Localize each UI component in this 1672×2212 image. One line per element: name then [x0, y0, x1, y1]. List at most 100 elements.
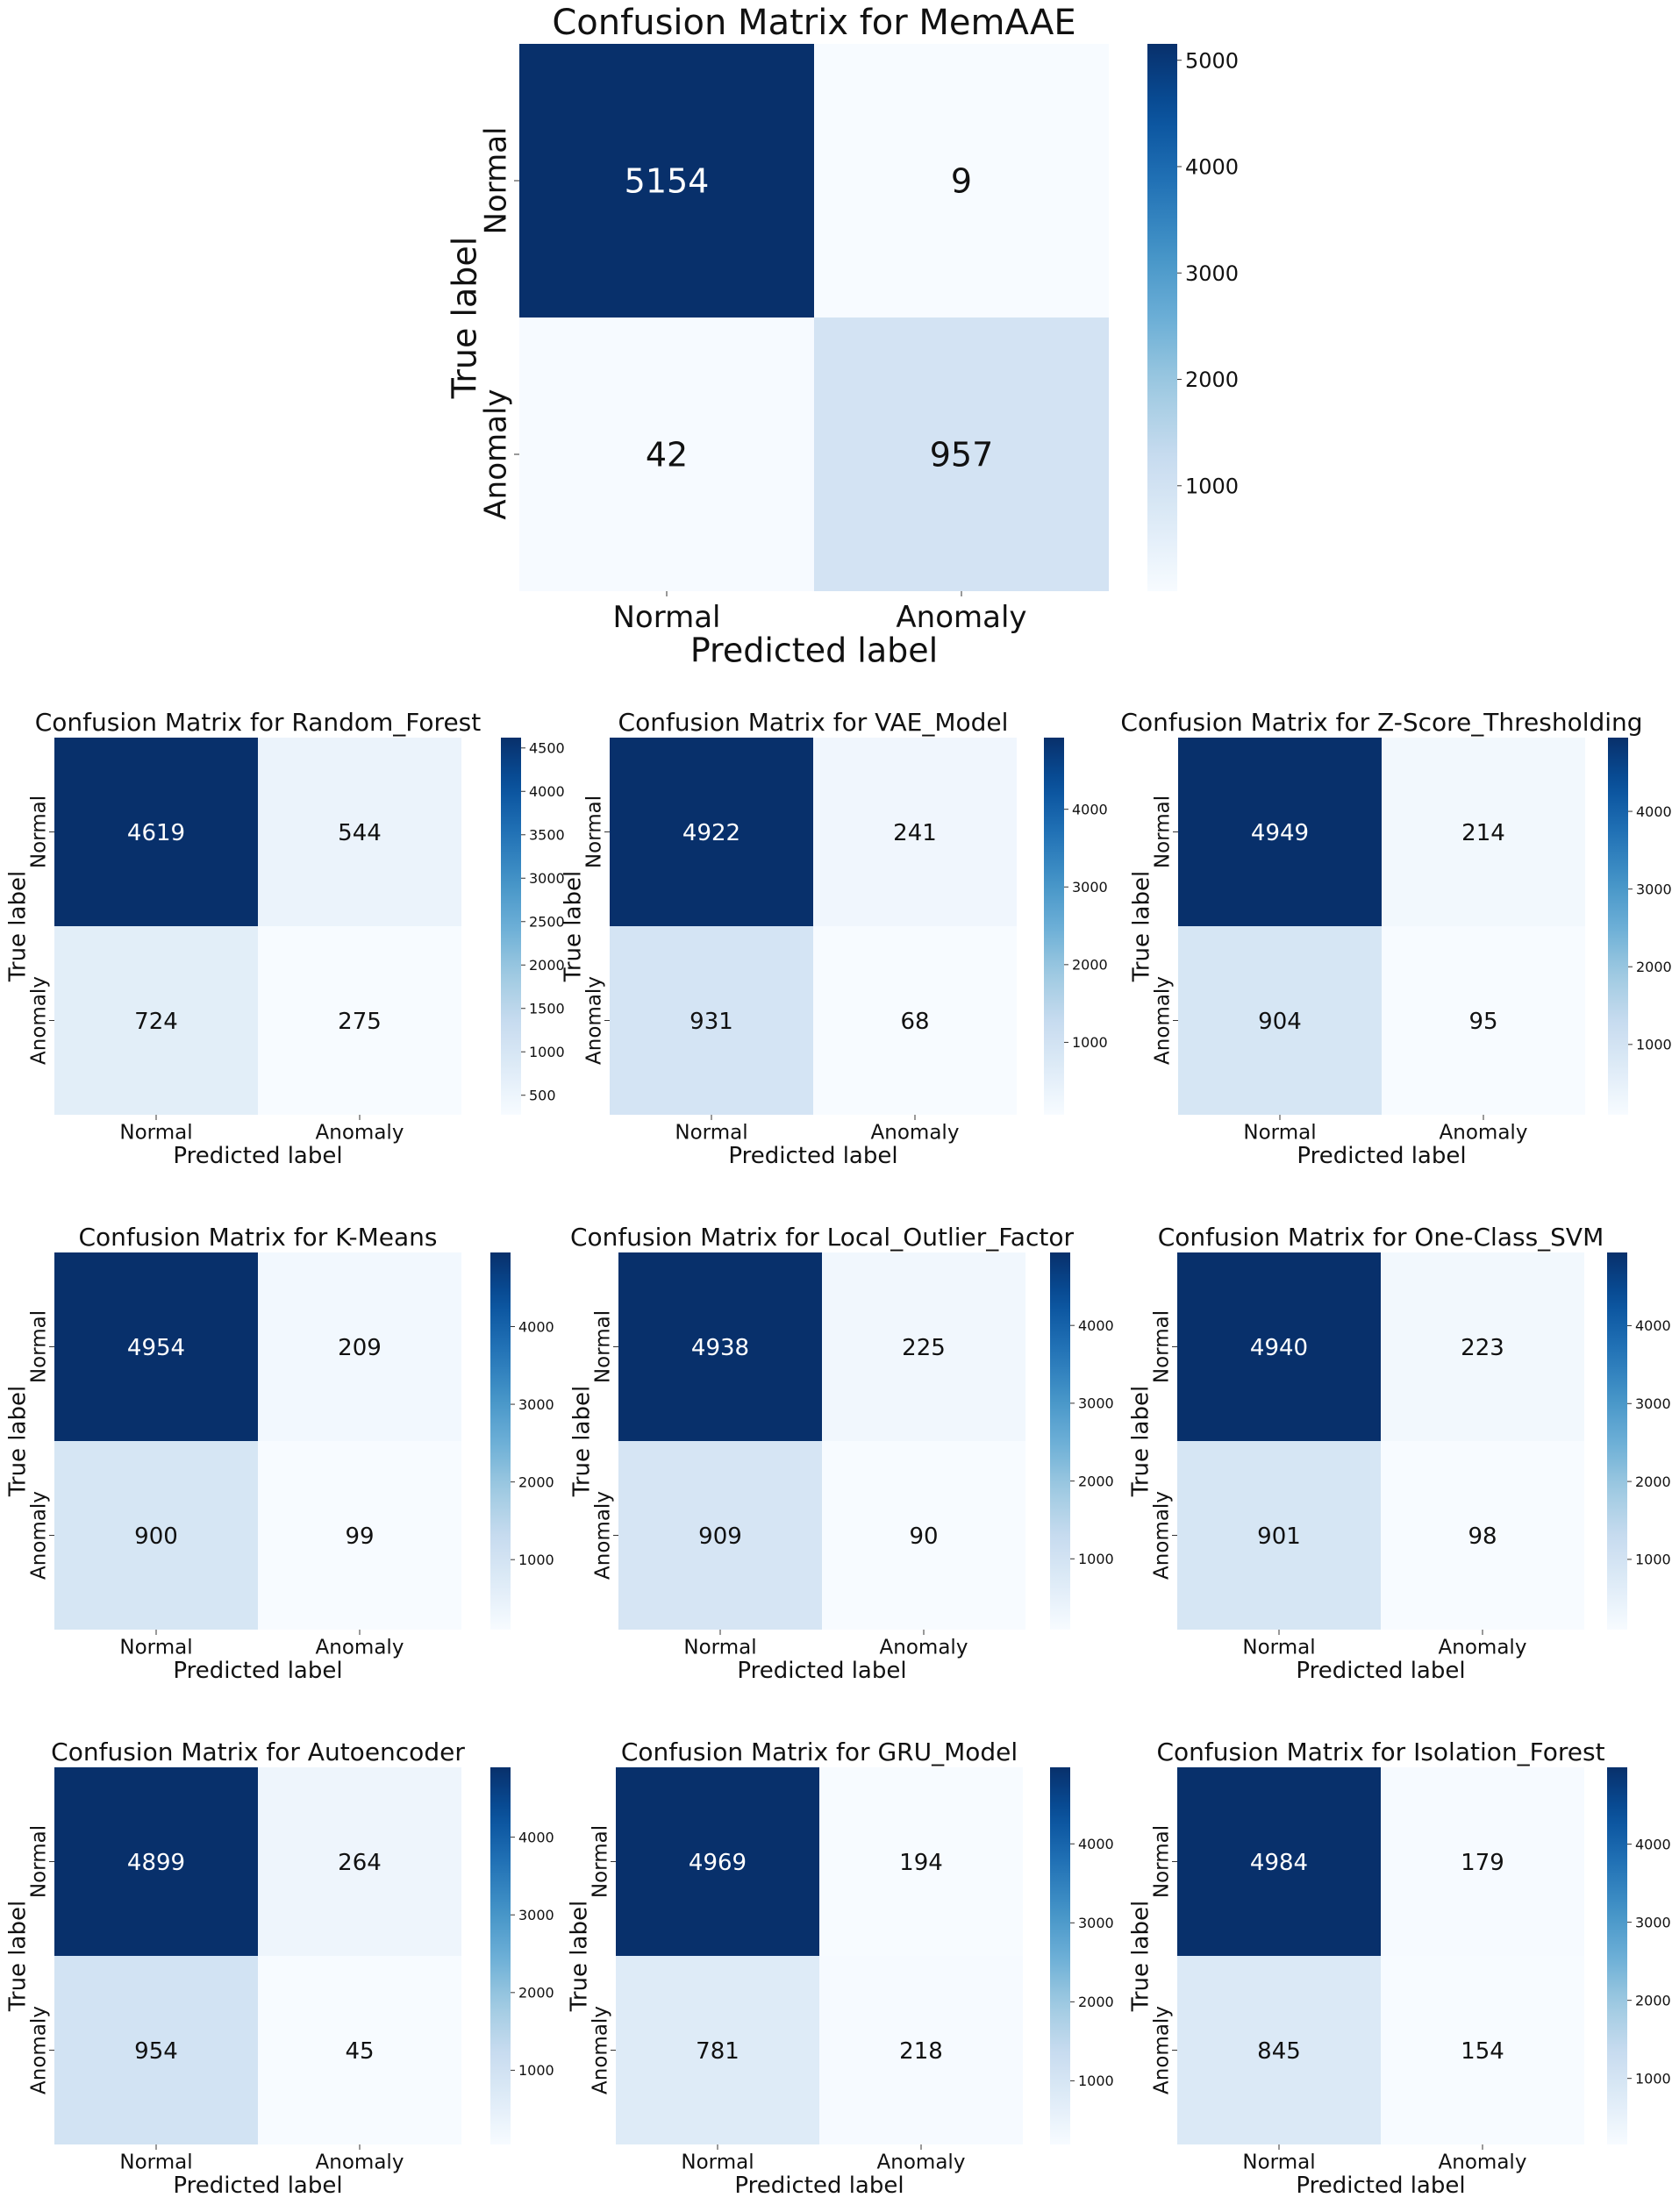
cell-value-label: 90 [909, 1523, 938, 1550]
heatmap-cell [54, 738, 258, 926]
cell-value-label: 275 [338, 1009, 382, 1035]
cell-value-label: 904 [1258, 1009, 1302, 1035]
heatmap-cell [1381, 1956, 1584, 2144]
x-tick-label: Anomaly [1439, 1637, 1527, 1659]
cell-value-label: 781 [696, 2038, 740, 2065]
x-axis-label: Predicted label [173, 2173, 342, 2199]
cell-value-label: 214 [1461, 820, 1505, 846]
cell-value-label: 9 [951, 162, 972, 201]
y-axis-label: True label [1128, 1901, 1154, 2012]
colorbar-tick-label: 2000 [518, 1985, 554, 2002]
cell-value-label: 194 [899, 1850, 943, 1876]
colorbar-tick-label: 3500 [529, 827, 565, 844]
y-tick-label: Normal [1152, 796, 1175, 868]
y-tick-label: Normal [589, 1825, 612, 1898]
heatmap-cell [813, 738, 1017, 926]
chart-title: Confusion Matrix for K-Means [78, 1223, 437, 1252]
cell-value-label: 209 [338, 1335, 382, 1361]
chart-title: Confusion Matrix for Random_Forest [35, 708, 482, 737]
colorbar-tick-label: 1000 [529, 1044, 565, 1060]
heatmap-cell [819, 1956, 1023, 2144]
cell-value-label: 225 [902, 1335, 946, 1361]
colorbar [1044, 738, 1064, 1115]
heatmap-cell [1177, 1252, 1381, 1441]
heatmap-cell [616, 1767, 819, 1956]
colorbar-tick-label: 2000 [1078, 1994, 1114, 2010]
colorbar-tick-label: 500 [529, 1087, 556, 1103]
x-tick-label: Anomaly [877, 2151, 966, 2174]
cell-value-label: 4984 [1250, 1850, 1308, 1876]
x-tick-label: Anomaly [1440, 1122, 1528, 1145]
heatmap-cell [1177, 1441, 1381, 1630]
cell-value-label: 724 [134, 1009, 178, 1035]
y-tick-label: Normal [592, 1310, 615, 1383]
heatmap-cell [1382, 926, 1585, 1115]
y-tick-label: Normal [28, 1825, 51, 1898]
colorbar-tick-label: 1500 [529, 1001, 565, 1017]
colorbar-tick-label: 1000 [1636, 1037, 1672, 1053]
cell-value-label: 4619 [127, 820, 185, 846]
chart-title: Confusion Matrix for MemAAE [552, 3, 1075, 43]
y-tick-label: Normal [583, 796, 606, 868]
colorbar-tick-label: 4000 [518, 1318, 554, 1335]
heatmap-cell [1178, 738, 1382, 926]
colorbar [490, 1767, 511, 2144]
heatmap-cell [1382, 738, 1585, 926]
confusion-matrix-panel-8: Confusion Matrix for Autoencoder 4899 264 9… [5, 1737, 554, 2199]
colorbar [490, 1252, 511, 1630]
colorbar-tick-label: 2000 [1635, 1992, 1671, 2009]
cell-value-label: 931 [690, 1009, 733, 1035]
cell-value-label: 68 [900, 1009, 929, 1035]
colorbar-tick-label: 4000 [1635, 1836, 1671, 1852]
colorbar [501, 738, 521, 1115]
chart-title: Confusion Matrix for VAE_Model [618, 708, 1009, 737]
colorbar [1608, 738, 1628, 1115]
cell-value-label: 4940 [1250, 1335, 1308, 1361]
y-tick-label: Anomaly [28, 1491, 51, 1580]
colorbar-tick-label: 2000 [1185, 367, 1239, 392]
cell-value-label: 4954 [127, 1335, 185, 1361]
x-tick-label: Normal [675, 1122, 747, 1145]
cell-value-label: 179 [1461, 1850, 1504, 1876]
heatmap-cell [258, 1767, 461, 1956]
colorbar-tick-label: 1000 [1635, 1552, 1671, 1568]
colorbar [1050, 1767, 1070, 2144]
y-tick-label: Anomaly [589, 2006, 612, 2094]
cell-value-label: 845 [1257, 2038, 1301, 2065]
y-axis-label: True label [1129, 871, 1155, 982]
x-tick-label: Anomaly [316, 2151, 404, 2174]
heatmap-cell [822, 1441, 1025, 1630]
y-tick-label: Anomaly [28, 2006, 51, 2094]
heatmap-cell [258, 738, 461, 926]
confusion-matrix-panel-10: Confusion Matrix for Isolation_Forest 498… [1128, 1737, 1671, 2199]
y-tick-label: Normal [1151, 1825, 1174, 1898]
colorbar-tick-label: 1000 [1078, 2073, 1114, 2089]
colorbar-tick-label: 4000 [518, 1829, 554, 1845]
confusion-matrix-panel-7: Confusion Matrix for One-Class_SVM 4940 22… [1128, 1223, 1671, 1684]
cell-value-label: 5154 [625, 162, 710, 201]
heatmap-cell [1381, 1767, 1584, 1956]
colorbar-tick-label: 3000 [1635, 1914, 1671, 1930]
colorbar-tick-label: 2000 [529, 957, 565, 974]
y-tick-label: Anomaly [479, 389, 514, 519]
y-tick-label: Anomaly [28, 976, 51, 1065]
colorbar-tick-label: 2000 [518, 1473, 554, 1490]
x-axis-label: Predicted label [1296, 2173, 1465, 2199]
colorbar-tick-label: 1000 [1635, 2070, 1671, 2087]
colorbar-tick-label: 4000 [1078, 1317, 1114, 1334]
x-tick-label: Anomaly [871, 1122, 960, 1145]
y-tick-label: Anomaly [592, 1491, 615, 1580]
x-tick-label: Normal [1242, 2151, 1315, 2174]
y-tick-label: Normal [479, 126, 514, 234]
heatmap-cell [54, 1767, 258, 1956]
colorbar-tick-label: 3000 [1072, 879, 1108, 896]
chart-title: Confusion Matrix for Autoencoder [51, 1737, 465, 1766]
chart-title: Confusion Matrix for GRU_Model [621, 1737, 1018, 1766]
y-tick-label: Normal [28, 1310, 51, 1383]
y-tick-label: Normal [1151, 1310, 1174, 1383]
heatmap-cell [519, 44, 814, 318]
y-tick-label: Anomaly [1151, 1491, 1174, 1580]
colorbar-tick-label: 2500 [529, 914, 565, 931]
confusion-matrix-panel-6: Confusion Matrix for Local_Outlier_Facto… [569, 1223, 1114, 1684]
